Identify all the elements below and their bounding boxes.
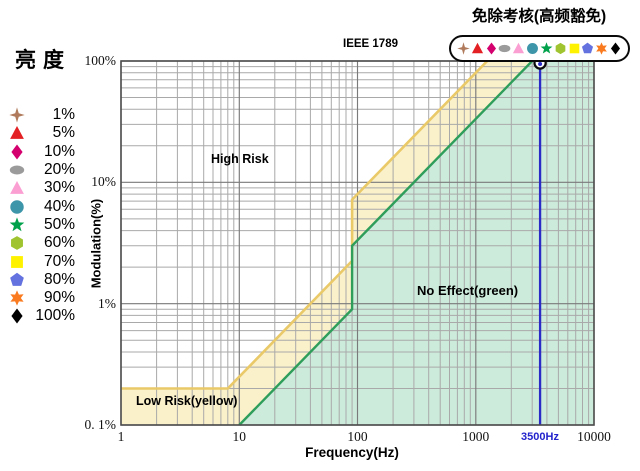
exemption-label: 免除考核(高频豁免) <box>471 8 607 25</box>
x-axis-label: Frequency(Hz) <box>305 445 399 460</box>
legend-item-label: 20% <box>43 161 75 179</box>
ellipse-marker-icon <box>5 162 29 178</box>
square-marker-icon <box>5 254 29 270</box>
legend-item: 90% <box>5 289 75 307</box>
ellipse-marker-icon <box>498 42 511 55</box>
legend-item: 5% <box>5 124 75 142</box>
legend-item: 20% <box>5 161 75 179</box>
triangle-marker-icon <box>471 42 484 55</box>
diamond-marker-icon <box>5 144 29 160</box>
y-tick-label: 100% <box>84 53 117 68</box>
legend-item-label: 1% <box>52 106 75 124</box>
legend-item: 1% <box>5 106 75 124</box>
legend-item-label: 70% <box>43 252 75 270</box>
pentagon-marker-icon <box>5 272 29 288</box>
legend-item: 30% <box>5 179 75 197</box>
legend-item-label: 100% <box>35 307 75 325</box>
legend-item: 50% <box>5 216 75 234</box>
exemption-marker-bubble <box>449 35 630 62</box>
triangle-marker-icon <box>5 180 29 196</box>
hexagon-marker-icon <box>554 42 567 55</box>
y-tick-label: 10% <box>91 174 116 190</box>
y-tick-label: 1% <box>98 295 116 311</box>
x-tick-label: 1 <box>117 429 125 444</box>
brightness-legend-title: 亮度 <box>15 49 71 72</box>
triangle-marker-icon <box>512 42 525 55</box>
star4-marker-icon <box>5 107 29 123</box>
circle-marker-icon <box>5 199 29 215</box>
pentagon-marker-icon <box>581 42 594 55</box>
square-marker-icon <box>568 42 581 55</box>
legend-item: 80% <box>5 271 75 289</box>
region-label-no-effect: No Effect(green) <box>417 283 519 298</box>
legend-item: 10% <box>5 143 75 161</box>
x-tick-label: 100 <box>347 429 368 444</box>
x-tick-label: 10 <box>232 429 247 444</box>
circle-marker-icon <box>526 42 539 55</box>
star5-marker-icon <box>5 217 29 233</box>
region-label-high-risk: High Risk <box>211 152 269 166</box>
legend-item: 100% <box>5 307 75 325</box>
legend-item-label: 5% <box>52 124 75 142</box>
legend-item: 40% <box>5 197 75 215</box>
legend-item-label: 50% <box>43 215 75 233</box>
legend-item-label: 90% <box>43 289 75 307</box>
region-label-low-risk: Low Risk(yellow) <box>136 394 238 408</box>
legend-item-label: 60% <box>43 234 75 252</box>
x-tick-label: 1000 <box>462 429 490 444</box>
x-tick-label: 10000 <box>577 429 611 444</box>
vertical-marker-label: 3500Hz <box>521 431 559 443</box>
legend-item: 60% <box>5 234 75 252</box>
y-tick-label: 0. 1% <box>84 417 117 432</box>
star5-marker-icon <box>540 42 553 55</box>
legend-item-label: 80% <box>43 270 75 288</box>
star6-marker-icon <box>595 42 608 55</box>
legend-item-label: 30% <box>43 179 75 197</box>
diamond-marker-icon <box>485 42 498 55</box>
star6-marker-icon <box>5 290 29 306</box>
legend-item-label: 40% <box>43 197 75 215</box>
diamond-marker-icon <box>5 308 29 324</box>
hexagon-marker-icon <box>5 235 29 251</box>
brightness-legend-items: 1% 5% 10% 20% 30% 40% 50% 60% 70% 80% 90% 100% <box>5 106 75 326</box>
diamond-marker-icon <box>609 42 622 55</box>
triangle-marker-icon <box>5 125 29 141</box>
legend-item: 70% <box>5 252 75 270</box>
star4-marker-icon <box>457 42 470 55</box>
chart-title: IEEE 1789 <box>343 38 398 50</box>
legend-item-label: 10% <box>43 142 75 160</box>
